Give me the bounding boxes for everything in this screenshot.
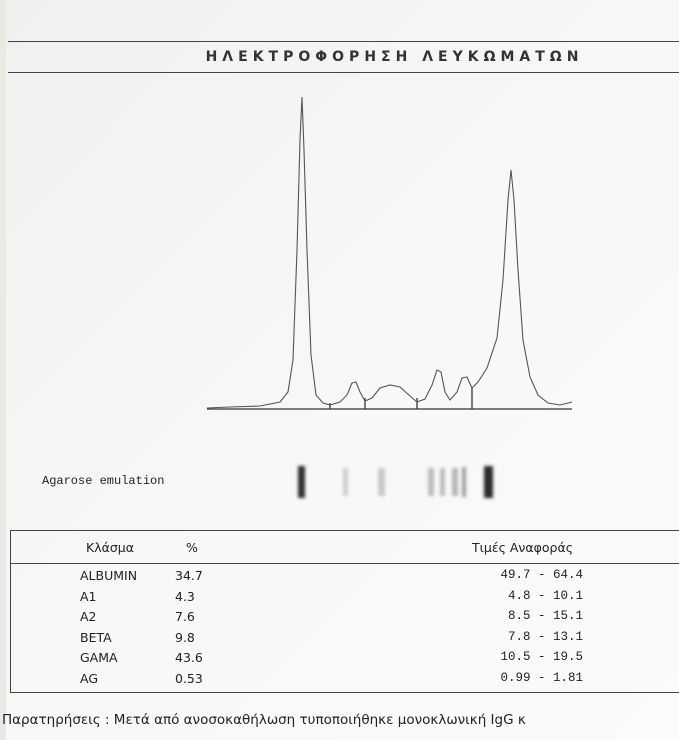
rule bbox=[10, 563, 679, 564]
fraction-name: A1 bbox=[80, 589, 97, 604]
rule bbox=[10, 530, 11, 692]
fraction-name: BETA bbox=[80, 630, 112, 645]
fraction-name: AG bbox=[80, 671, 98, 686]
reference-range: 0.99 - 1.81 bbox=[500, 671, 583, 685]
title: ΗΛΕΚΤΡΟΦΟΡΗΣΗ ΛΕΥΚΩΜΑΤΩΝ bbox=[0, 49, 679, 65]
column-header: Κλάσμα bbox=[86, 540, 134, 555]
fraction-percent: 43.6 bbox=[175, 650, 203, 665]
fraction-name: ALBUMIN bbox=[80, 568, 137, 583]
electrophoresis-curve bbox=[0, 80, 679, 420]
reference-range: 10.5 - 19.5 bbox=[500, 650, 583, 664]
reference-range: 49.7 - 64.4 bbox=[500, 568, 583, 582]
fraction-name: A2 bbox=[80, 609, 97, 624]
fraction-name: GAMA bbox=[80, 650, 118, 665]
remarks: Παρατηρήσεις : Μετά από ανοσοκαθήλωση τυ… bbox=[2, 712, 526, 728]
fraction-percent: 0.53 bbox=[175, 671, 203, 686]
column-header: Τιμές Αναφοράς bbox=[472, 540, 573, 555]
reference-range: 8.5 - 15.1 bbox=[508, 609, 583, 623]
rule bbox=[8, 41, 679, 42]
fraction-percent: 4.3 bbox=[175, 589, 195, 604]
column-header: % bbox=[186, 540, 198, 555]
rule bbox=[8, 72, 679, 73]
gel-bands bbox=[280, 462, 510, 502]
rule bbox=[10, 530, 679, 531]
reference-range: 7.8 - 13.1 bbox=[508, 630, 583, 644]
fraction-percent: 9.8 bbox=[175, 630, 195, 645]
fraction-percent: 7.6 bbox=[175, 609, 195, 624]
gel-label: Agarose emulation bbox=[42, 474, 164, 488]
rule bbox=[10, 692, 679, 693]
page: ΗΛΕΚΤΡΟΦΟΡΗΣΗ ΛΕΥΚΩΜΑΤΩΝ Agarose emulati… bbox=[0, 0, 679, 740]
reference-range: 4.8 - 10.1 bbox=[508, 589, 583, 603]
fraction-percent: 34.7 bbox=[175, 568, 203, 583]
